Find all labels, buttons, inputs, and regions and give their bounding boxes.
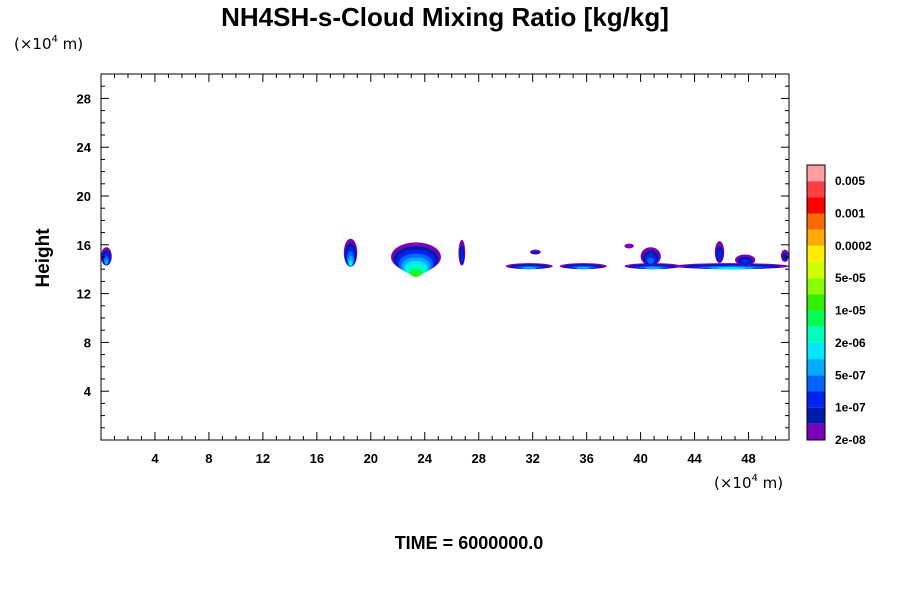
cloud-region — [505, 263, 553, 270]
colorbar-frame — [806, 164, 826, 441]
colorbar-swatch — [807, 213, 825, 230]
x-tick-label: 24 — [418, 451, 433, 466]
cloud-contour — [717, 267, 746, 270]
y-tick-label: 24 — [77, 140, 92, 155]
cloud-contour — [104, 259, 108, 265]
time-label: TIME = 6000000.0 — [395, 533, 544, 553]
colorbar-label: 5e-05 — [835, 271, 866, 285]
x-tick-label: 20 — [364, 451, 378, 466]
colorbar-label: 0.001 — [835, 207, 865, 221]
colorbar-swatch — [807, 229, 825, 246]
colorbar-swatch — [807, 326, 825, 343]
colorbar-label: 0.005 — [835, 174, 865, 188]
x-tick-label: 48 — [741, 451, 755, 466]
colorbar-swatch — [807, 310, 825, 327]
x-tick-label: 44 — [687, 451, 702, 466]
colorbar-swatch — [807, 262, 825, 279]
cloud-contour — [532, 250, 539, 254]
colorbar-swatch — [807, 407, 825, 424]
cloud-region — [343, 238, 358, 267]
x-tick-label: 36 — [579, 451, 593, 466]
colorbar-label: 2e-06 — [835, 336, 866, 350]
chart-title: NH4SH-s-Cloud Mixing Ratio [kg/kg] — [221, 2, 669, 32]
colorbar-swatch — [807, 342, 825, 360]
cloud-contour — [348, 259, 353, 267]
y-axis-units: (×104 m) — [14, 34, 83, 53]
colorbar-label: 2e-08 — [835, 433, 866, 447]
cloud-contour — [522, 266, 537, 270]
cloud-contour — [411, 272, 421, 278]
colorbar-swatch — [807, 197, 825, 214]
y-tick-label: 20 — [77, 189, 91, 204]
colorbar-swatch — [807, 375, 825, 392]
colorbar-swatch — [807, 278, 825, 295]
y-tick-label: 4 — [84, 384, 92, 399]
colorbar-swatch — [807, 245, 825, 263]
colorbar-label: 1e-05 — [835, 304, 866, 318]
x-tick-label: 40 — [633, 451, 647, 466]
cloud-contour — [782, 252, 788, 261]
y-tick-label: 8 — [84, 335, 91, 350]
svg-text:(×104 m): (×104 m) — [714, 473, 783, 492]
y-tick-label: 16 — [77, 238, 91, 253]
x-tick-label: 28 — [471, 451, 485, 466]
colorbar-swatch — [807, 359, 825, 376]
y-tick-label: 28 — [77, 91, 91, 106]
colorbar-swatch — [807, 423, 825, 440]
colorbar-label: 1e-07 — [835, 401, 866, 415]
x-axis-units: (×104 m) — [714, 473, 783, 492]
cloud-region — [624, 243, 634, 249]
colorbar-label: 0.0002 — [835, 239, 872, 253]
colorbar-swatch — [807, 391, 825, 408]
cloud-region — [529, 249, 541, 255]
cloud-contour — [624, 243, 634, 249]
cloud-contour — [644, 266, 661, 270]
plot-frame — [100, 73, 790, 441]
cloud-contour — [647, 257, 655, 264]
cloud-contour — [576, 266, 591, 270]
y-axis-label: Height — [33, 228, 54, 288]
x-tick-label: 4 — [151, 451, 159, 466]
x-tick-label: 16 — [310, 451, 324, 466]
y-tick-label: 12 — [77, 287, 91, 302]
cloud-contour — [740, 259, 750, 265]
cloud-region — [640, 247, 661, 266]
svg-text:(×104 m): (×104 m) — [14, 34, 83, 53]
cloud-region — [458, 239, 466, 266]
x-tick-label: 8 — [205, 451, 212, 466]
cloud-region — [714, 241, 725, 264]
cloud-region — [674, 263, 790, 270]
colorbar-label: 5e-07 — [835, 368, 866, 382]
cloud-contour — [717, 250, 722, 261]
cloud-region — [559, 263, 607, 270]
cloud-contour — [460, 250, 464, 263]
x-tick-label: 32 — [525, 451, 539, 466]
cloud-region — [391, 242, 441, 278]
cloud-region — [101, 247, 112, 266]
colorbar-swatch — [807, 165, 825, 182]
cloud-region — [735, 254, 756, 266]
colorbar: 0.005 0.001 0.0002 5e-05 1e-05 2e-06 5e-07 1e-0… — [806, 164, 872, 447]
plot-area — [101, 238, 790, 278]
cloud-region — [624, 263, 682, 270]
cloud-region — [780, 249, 789, 262]
colorbar-swatch — [807, 294, 825, 311]
x-tick-label: 12 — [256, 451, 270, 466]
colorbar-swatch — [807, 181, 825, 198]
